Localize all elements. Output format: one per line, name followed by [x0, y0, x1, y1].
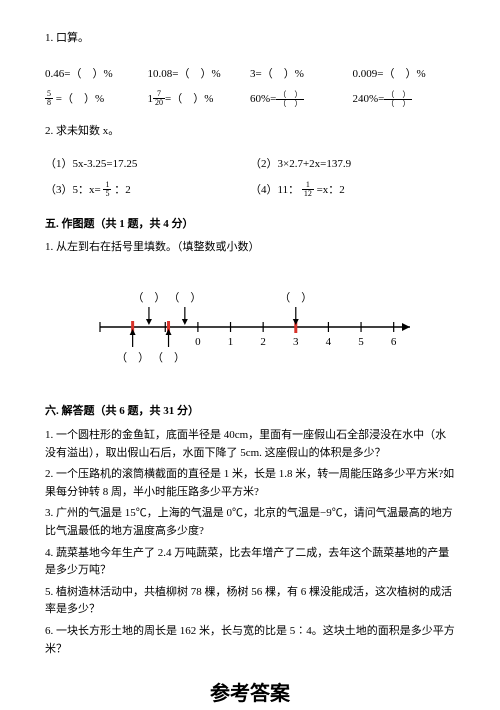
section-6-heading: 六. 解答题（共 6 题，共 31 分）	[45, 403, 455, 421]
q2-i4: （4）11： 112 =x：2	[250, 182, 455, 200]
q1-c6: 1720=（ ）%	[148, 91, 251, 109]
paren-fraction-icon: （ ）（ ）	[384, 91, 412, 108]
section-5-heading: 五. 作图题（共 1 题，共 4 分）	[45, 216, 455, 234]
paren-fraction-icon: （ ）（ ）	[276, 91, 304, 108]
q1-c3: 3=（ ）%	[250, 66, 353, 84]
q1-c5: 58 =（ ）%	[45, 91, 148, 109]
svg-text:2: 2	[260, 336, 266, 348]
sec6-item: 4. 蔬菜基地今年生产了 2.4 万吨蔬菜，比去年增产了二成，去年这个蔬菜基地的…	[45, 545, 455, 580]
number-line-svg: 0123456（ ）（ ）（ ）（ ）（ ）	[70, 267, 430, 377]
svg-text:5: 5	[358, 336, 364, 348]
svg-text:6: 6	[391, 336, 397, 348]
q1-c7: 60%=（ ）（ ）	[250, 91, 353, 109]
svg-text:（ ）: （ ）	[168, 291, 201, 304]
sec6-item: 6. 一块长方形土地的周长是 162 米，长与宽的比是 5∶4。这块土地的面积是…	[45, 623, 455, 658]
question-2: 2. 求未知数 x。 （1）5x-3.25=17.25 （2）3×2.7+2x=…	[45, 123, 455, 200]
q1-c4: 0.009=（ ）%	[353, 66, 456, 84]
number-line-figure: 0123456（ ）（ ）（ ）（ ）（ ）	[45, 267, 455, 384]
answer-heading: 参考答案	[45, 678, 455, 710]
svg-text:0: 0	[195, 336, 201, 348]
sec6-item: 5. 植树造林活动中，共植柳树 78 棵，杨树 56 棵，有 6 棵没能成活，这…	[45, 584, 455, 619]
sec6-item: 3. 广州的气温是 15℃，上海的气温是 0℃，北京的气温是−9℃，请问气温最高…	[45, 505, 455, 540]
q1-c2: 10.08=（ ）%	[148, 66, 251, 84]
svg-text:1: 1	[228, 336, 234, 348]
q2-title: 2. 求未知数 x。	[45, 123, 455, 141]
fraction-icon: 15	[103, 181, 111, 198]
svg-text:3: 3	[293, 336, 299, 348]
q1-row2: 58 =（ ）% 1720=（ ）% 60%=（ ）（ ） 240%=（ ）（ …	[45, 91, 455, 109]
fraction-icon: 112	[302, 181, 314, 198]
q2-i2: （2）3×2.7+2x=137.9	[250, 156, 455, 174]
svg-text:4: 4	[326, 336, 332, 348]
q2-row2: （3）5：x= 15 ：2 （4）11： 112 =x：2	[45, 182, 455, 200]
q2-row1: （1）5x-3.25=17.25 （2）3×2.7+2x=137.9	[45, 156, 455, 174]
section-6-body: 1. 一个圆柱形的金鱼缸，底面半径是 40cm，里面有一座假山石全部浸没在水中（…	[45, 427, 455, 658]
q2-i3: （3）5：x= 15 ：2	[45, 182, 250, 200]
svg-text:（ ）: （ ）	[132, 291, 165, 304]
q1-c8: 240%=（ ）（ ）	[353, 91, 456, 109]
svg-text:（ ）: （ ）	[152, 351, 185, 364]
svg-text:（ ）: （ ）	[116, 351, 149, 364]
q1-row1: 0.46=（ ）% 10.08=（ ）% 3=（ ）% 0.009=（ ）%	[45, 66, 455, 84]
section-5-q: 1. 从左到右在括号里填数。（填整数或小数）	[45, 239, 455, 257]
sec6-item: 1. 一个圆柱形的金鱼缸，底面半径是 40cm，里面有一座假山石全部浸没在水中（…	[45, 427, 455, 462]
svg-text:（ ）: （ ）	[279, 291, 312, 304]
fraction-icon: 58	[45, 90, 53, 107]
question-1: 1. 口算。 0.46=（ ）% 10.08=（ ）% 3=（ ）% 0.009…	[45, 30, 455, 109]
q1-c1: 0.46=（ ）%	[45, 66, 148, 84]
sec6-item: 2. 一个压路机的滚筒横截面的直径是 1 米，长是 1.8 米，转一周能压路多少…	[45, 466, 455, 501]
q1-title: 1. 口算。	[45, 30, 455, 48]
q2-i1: （1）5x-3.25=17.25	[45, 156, 250, 174]
fraction-icon: 720	[153, 90, 165, 107]
